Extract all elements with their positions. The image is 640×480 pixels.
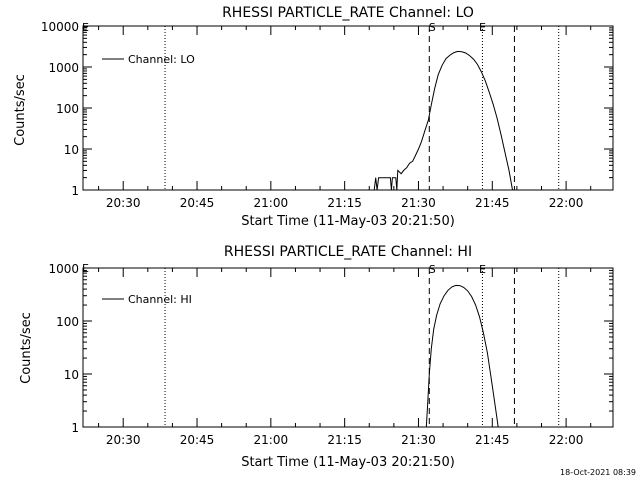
x-tick-label: 21:00 [254,196,289,210]
x-axis-label: Start Time (11-May-03 20:21:50) [241,455,455,470]
chart-title: RHESSI PARTICLE_RATE Channel: HI [224,244,472,260]
x-tick-label: 20:45 [180,196,215,210]
marker-label: S [429,21,436,34]
legend-label: Channel: LO [128,53,195,66]
panel-hi: RHESSI PARTICLE_RATE Channel: HI Start T… [19,244,614,470]
marker-label: E [479,263,486,276]
y-tick-label: 10 [64,143,79,157]
plot-frame [82,25,614,191]
marker-label: S [429,263,436,276]
x-tick-label: 22:00 [549,433,584,447]
x-tick-label: 21:45 [475,196,510,210]
x-tick-label: 20:30 [106,196,141,210]
x-tick-label: 21:15 [327,196,362,210]
chart-title: RHESSI PARTICLE_RATE Channel: LO [222,5,474,21]
x-tick-label: 21:45 [475,433,510,447]
y-tick-label: 100 [56,315,79,329]
x-tick-label: 21:30 [401,196,436,210]
y-tick-label: 10000 [41,20,79,34]
x-tick-label: 21:15 [327,433,362,447]
y-tick-label: 100 [56,102,79,116]
legend-label: Channel: HI [128,293,192,306]
legend: Channel: HI [102,293,192,306]
series-line [425,284,499,428]
x-tick-label: 22:00 [549,196,584,210]
panel-lo: RHESSI PARTICLE_RATE Channel: LO Start T… [13,5,614,229]
y-tick-label: 1 [71,421,79,435]
x-tick-label: 21:30 [401,433,436,447]
x-axis-label: Start Time (11-May-03 20:21:50) [241,214,455,229]
plot-frame [82,267,614,428]
y-axis-label: Counts/sec [19,312,34,384]
y-tick-label: 10 [64,368,79,382]
marker-label: E [479,21,486,34]
y-tick-label: 1000 [48,61,79,75]
y-tick-label: 1000 [48,262,79,276]
y-tick-label: 1 [71,184,79,198]
x-tick-label: 21:00 [254,433,289,447]
series-line [373,50,513,191]
x-tick-label: 20:45 [180,433,215,447]
legend: Channel: LO [102,53,195,66]
timestamp: 18-Oct-2021 08:39 [560,468,636,477]
y-axis-label: Counts/sec [13,74,28,146]
x-tick-label: 20:30 [106,433,141,447]
